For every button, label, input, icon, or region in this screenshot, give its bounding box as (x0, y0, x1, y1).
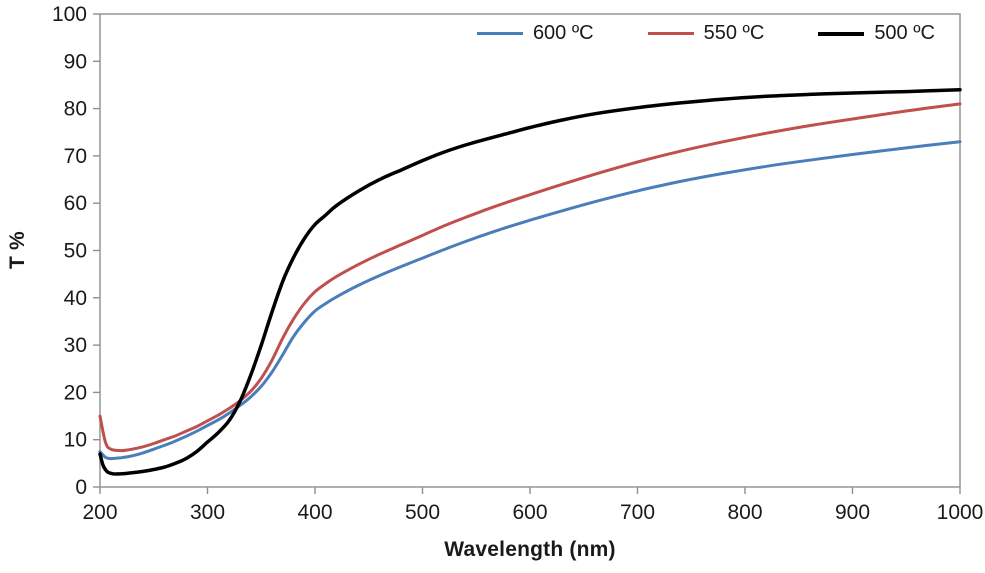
legend-line-swatch (818, 31, 865, 36)
legend-item: 550 ºC (647, 22, 765, 45)
legend-item: 600 ºC (476, 22, 594, 45)
y-tick-label: 90 (64, 50, 87, 73)
series-line-500-ºc (98, 87, 962, 476)
y-tick-label: 70 (64, 145, 87, 168)
y-tick-label: 10 (64, 429, 87, 452)
x-axis-title: Wavelength (nm) (444, 538, 616, 561)
y-axis-title: T % (6, 231, 29, 270)
legend-label: 500 ºC (874, 22, 935, 44)
x-tick-label: 900 (835, 501, 870, 524)
series-line-550-ºc (98, 102, 962, 453)
legend-label: 600 ºC (532, 22, 594, 44)
x-tick-label: 400 (297, 501, 332, 524)
legend-item: 500 ºC (818, 22, 935, 45)
legend-line-swatch (647, 32, 694, 35)
x-tick-label: 800 (727, 501, 762, 524)
legend-line-swatch (476, 32, 523, 35)
x-tick-label: 1000 (937, 501, 984, 524)
y-tick-label: 60 (64, 192, 87, 215)
series-line-600-ºc (98, 140, 962, 461)
y-tick-label: 30 (64, 334, 87, 357)
legend-label: 550 ºC (703, 22, 765, 44)
plot-frame (99, 13, 961, 488)
x-tick-label: 600 (512, 501, 547, 524)
y-tick-label: 50 (64, 240, 87, 263)
x-tick-label: 300 (190, 501, 225, 524)
y-tick-label: 100 (52, 3, 87, 26)
x-tick-label: 500 (405, 501, 440, 524)
x-tick-label: 200 (82, 501, 117, 524)
y-tick-label: 80 (64, 98, 87, 121)
y-tick-label: 0 (75, 476, 87, 499)
y-tick-label: 20 (64, 381, 87, 404)
y-tick-label: 40 (64, 287, 87, 310)
legend: 600 ºC 550 ºC 500 ºC (476, 22, 935, 45)
x-tick-label: 700 (620, 501, 655, 524)
